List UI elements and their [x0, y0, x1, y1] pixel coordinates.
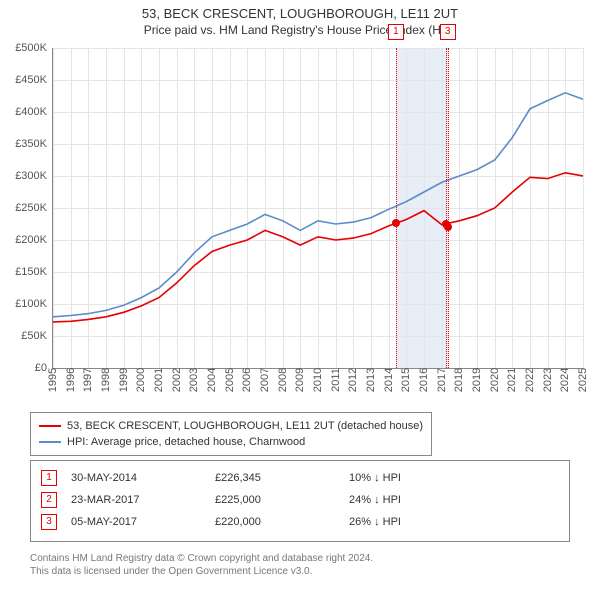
y-axis-label: £350K [3, 138, 47, 150]
row-index: 2 [41, 492, 57, 508]
row-index: 1 [41, 470, 57, 486]
x-axis-label: 2001 [153, 368, 165, 392]
row-date: 23-MAR-2017 [71, 489, 201, 511]
x-axis-label: 2024 [559, 368, 571, 392]
legend-item-property: 53, BECK CRESCENT, LOUGHBOROUGH, LE11 2U… [39, 418, 423, 434]
x-axis-label: 2023 [542, 368, 554, 392]
y-axis-label: £100K [3, 298, 47, 310]
row-pct: 26% ↓ HPI [349, 511, 489, 533]
x-axis-label: 2013 [365, 368, 377, 392]
x-axis-label: 2008 [277, 368, 289, 392]
series-property [53, 173, 583, 322]
price-chart: £0£50K£100K£150K£200K£250K£300K£350K£400… [52, 48, 583, 369]
x-axis-label: 2003 [188, 368, 200, 392]
event-marker-line [396, 48, 397, 368]
y-axis-label: £300K [3, 170, 47, 182]
legend-swatch [39, 425, 61, 427]
table-row: 2 23-MAR-2017 £225,000 24% ↓ HPI [41, 489, 559, 511]
series-hpi [53, 93, 583, 317]
event-marker-dot [392, 219, 400, 227]
x-axis-label: 2025 [577, 368, 589, 392]
row-pct: 10% ↓ HPI [349, 467, 489, 489]
x-axis-label: 1995 [47, 368, 59, 392]
x-axis-label: 2010 [312, 368, 324, 392]
y-axis-label: £0 [3, 362, 47, 374]
row-price: £226,345 [215, 467, 335, 489]
event-flag: 3 [440, 24, 456, 40]
x-axis-label: 2017 [436, 368, 448, 392]
y-axis-label: £150K [3, 266, 47, 278]
chart-legend: 53, BECK CRESCENT, LOUGHBOROUGH, LE11 2U… [30, 412, 432, 456]
x-axis-label: 2019 [471, 368, 483, 392]
x-axis-label: 2016 [418, 368, 430, 392]
x-axis-label: 2009 [294, 368, 306, 392]
x-axis-label: 2002 [171, 368, 183, 392]
x-axis-label: 1997 [82, 368, 94, 392]
y-axis-label: £200K [3, 234, 47, 246]
table-row: 3 05-MAY-2017 £220,000 26% ↓ HPI [41, 511, 559, 533]
row-index: 3 [41, 514, 57, 530]
transactions-table: 1 30-MAY-2014 £226,345 10% ↓ HPI 2 23-MAR-201… [30, 460, 570, 542]
x-axis-label: 2020 [489, 368, 501, 392]
x-axis-label: 2018 [453, 368, 465, 392]
x-axis-label: 2005 [224, 368, 236, 392]
legend-item-hpi: HPI: Average price, detached house, Char… [39, 434, 423, 450]
row-date: 30-MAY-2014 [71, 467, 201, 489]
x-axis-label: 2007 [259, 368, 271, 392]
x-axis-label: 2004 [206, 368, 218, 392]
row-price: £220,000 [215, 511, 335, 533]
legend-label: 53, BECK CRESCENT, LOUGHBOROUGH, LE11 2U… [67, 418, 423, 434]
x-axis-label: 2011 [330, 368, 342, 392]
row-pct: 24% ↓ HPI [349, 489, 489, 511]
x-axis-label: 1999 [118, 368, 130, 392]
event-marker-dot [444, 223, 452, 231]
x-axis-label: 1996 [65, 368, 77, 392]
event-marker-line [448, 48, 449, 368]
y-axis-label: £500K [3, 42, 47, 54]
attribution: Contains HM Land Registry data © Crown c… [30, 552, 582, 578]
y-axis-label: £250K [3, 202, 47, 214]
x-axis-label: 2000 [135, 368, 147, 392]
x-axis-label: 2014 [383, 368, 395, 392]
x-axis-label: 1998 [100, 368, 112, 392]
row-price: £225,000 [215, 489, 335, 511]
page-subtitle: Price paid vs. HM Land Registry's House … [0, 23, 600, 37]
legend-label: HPI: Average price, detached house, Char… [67, 434, 305, 450]
event-flag: 1 [388, 24, 404, 40]
y-axis-label: £50K [3, 330, 47, 342]
y-axis-label: £400K [3, 106, 47, 118]
x-axis-label: 2012 [347, 368, 359, 392]
legend-swatch [39, 441, 61, 443]
row-date: 05-MAY-2017 [71, 511, 201, 533]
x-axis-label: 2022 [524, 368, 536, 392]
page-title: 53, BECK CRESCENT, LOUGHBOROUGH, LE11 2U… [0, 6, 600, 21]
x-axis-label: 2006 [241, 368, 253, 392]
table-row: 1 30-MAY-2014 £226,345 10% ↓ HPI [41, 467, 559, 489]
y-axis-label: £450K [3, 74, 47, 86]
event-marker-line [446, 48, 447, 368]
x-axis-label: 2015 [400, 368, 412, 392]
x-axis-label: 2021 [506, 368, 518, 392]
